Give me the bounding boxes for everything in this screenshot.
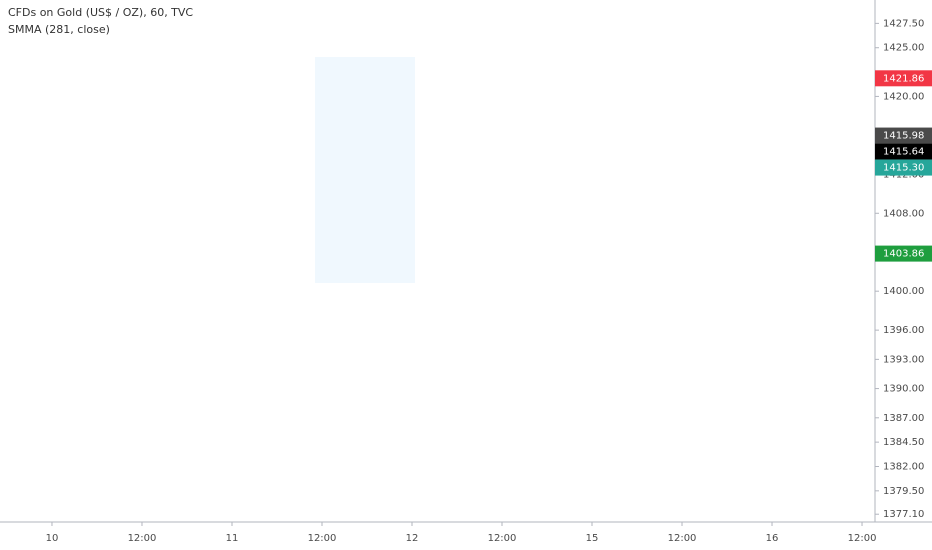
price-label: 1415.98 xyxy=(883,131,924,142)
y-tick-label: 1396.00 xyxy=(883,325,924,336)
y-tick-label: 1400.00 xyxy=(883,286,924,297)
y-tick-label: 1390.00 xyxy=(883,384,924,395)
price-label: 1403.86 xyxy=(883,249,924,260)
y-tick-label: 1382.00 xyxy=(883,461,924,472)
y-tick-label: 1425.00 xyxy=(883,43,924,54)
y-tick-label: 1379.50 xyxy=(883,486,924,497)
y-tick-label: 1387.00 xyxy=(883,413,924,424)
price-label-box xyxy=(875,127,932,144)
price-label: 1415.30 xyxy=(883,163,924,174)
range-box xyxy=(315,57,415,283)
y-tick-label: 1377.10 xyxy=(883,509,924,520)
y-tick-label: 1384.50 xyxy=(883,437,924,448)
indicator-label: SMMA (281, close) xyxy=(8,23,110,36)
y-tick-label: 1408.00 xyxy=(883,208,924,219)
x-tick-label: 12:00 xyxy=(848,533,877,544)
x-tick-label: 12:00 xyxy=(668,533,697,544)
price-label: 1415.64 xyxy=(883,147,924,158)
x-tick-label: 15 xyxy=(586,533,599,544)
price-label-box xyxy=(875,159,932,176)
y-tick-label: 1393.00 xyxy=(883,354,924,365)
price-label-box xyxy=(875,245,932,262)
y-tick-label: 1427.50 xyxy=(883,18,924,29)
price-label-box xyxy=(875,143,932,160)
x-tick-label: 10 xyxy=(46,533,59,544)
chart-title: CFDs on Gold (US$ / OZ), 60, TVC xyxy=(8,6,193,19)
x-tick-label: 12 xyxy=(406,533,419,544)
x-tick-label: 12:00 xyxy=(488,533,517,544)
y-tick-label: 1420.00 xyxy=(883,91,924,102)
x-tick-label: 12:00 xyxy=(308,533,337,544)
price-label: 1421.86 xyxy=(883,73,924,84)
price-label-box xyxy=(875,70,932,87)
x-tick-label: 11 xyxy=(226,533,239,544)
x-tick-label: 16 xyxy=(766,533,779,544)
x-tick-label: 12:00 xyxy=(128,533,157,544)
